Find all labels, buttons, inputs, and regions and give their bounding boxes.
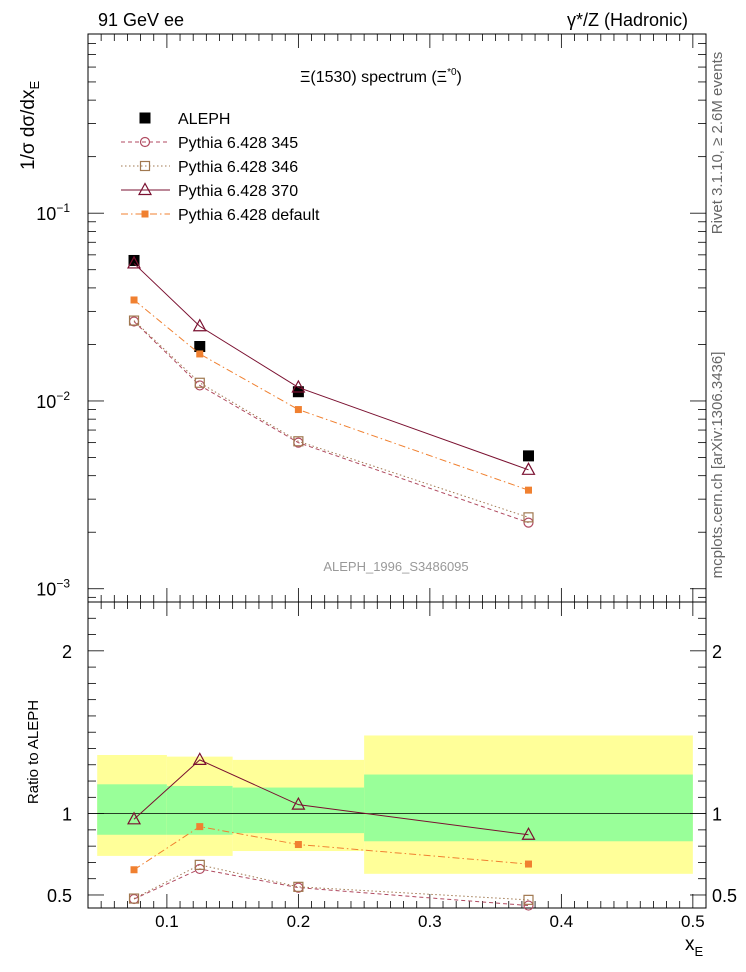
main-series-0 bbox=[128, 254, 534, 462]
ratio-ytick-label-right: 1 bbox=[712, 805, 722, 825]
analysis-watermark: ALEPH_1996_S3486095 bbox=[323, 559, 468, 574]
ratio-band-green bbox=[364, 774, 693, 842]
main-data-point bbox=[192, 318, 207, 332]
legend-marker bbox=[137, 182, 153, 196]
main-data-point bbox=[521, 462, 536, 475]
ratio-series-line bbox=[133, 759, 529, 836]
legend-label: Pythia 6.428 346 bbox=[178, 159, 298, 176]
legend-label: Pythia 6.428 default bbox=[178, 207, 320, 224]
ratio-data-point bbox=[196, 823, 204, 831]
ratio-series-1 bbox=[128, 859, 534, 905]
legend-label: Pythia 6.428 370 bbox=[178, 183, 298, 200]
side-label-upper: Rivet 3.1.10, ≥ 2.6M events bbox=[709, 52, 726, 235]
ratio-series-layer bbox=[127, 752, 536, 911]
ratio-axis-ticks bbox=[87, 602, 707, 908]
ratio-data-point bbox=[523, 894, 534, 905]
main-data-point bbox=[523, 512, 534, 523]
xtick-label: 0.3 bbox=[418, 912, 442, 931]
legend-label: Pythia 6.428 345 bbox=[178, 135, 298, 152]
main-series-line bbox=[133, 320, 529, 518]
legend-entry: Pythia 6.428 346 bbox=[121, 159, 298, 176]
main-plot-title: Ξ(1530) spectrum (Ξ*0) bbox=[300, 67, 462, 86]
ratio-series-line bbox=[133, 864, 529, 901]
main-data-point bbox=[291, 379, 306, 393]
svg-text:10−3: 10−3 bbox=[36, 577, 70, 600]
ratio-data-point bbox=[521, 827, 536, 840]
ratio-data-point bbox=[130, 866, 138, 874]
main-data-point bbox=[128, 254, 140, 266]
ratio-xtick-labels: 0.1 0.2 0.3 0.4 0.5 bbox=[155, 912, 705, 931]
ratio-data-point bbox=[128, 893, 140, 904]
main-data-point bbox=[522, 450, 534, 462]
main-ytick-label: 10−2 bbox=[36, 389, 70, 412]
x-axis-title: xE bbox=[685, 934, 704, 959]
legend-label: ALEPH bbox=[178, 111, 230, 128]
main-data-point bbox=[130, 296, 138, 304]
ratio-data-point bbox=[294, 841, 302, 849]
ratio-data-point bbox=[194, 859, 205, 870]
main-axis-ticks bbox=[87, 33, 707, 602]
legend-marker bbox=[139, 136, 151, 148]
ratio-data-point bbox=[293, 881, 304, 892]
header-left: 91 GeV ee bbox=[98, 10, 184, 30]
ratio-data-point bbox=[523, 900, 534, 911]
main-series-3 bbox=[127, 255, 536, 475]
ratio-data-point bbox=[291, 796, 306, 810]
ratio-ytick-label-left: 1 bbox=[62, 805, 72, 825]
legend-entry: ALEPH bbox=[139, 111, 230, 128]
main-data-point bbox=[196, 350, 204, 358]
ratio-ytick-label-left: 0.5 bbox=[47, 886, 72, 906]
header-right: γ*/Z (Hadronic) bbox=[567, 10, 688, 30]
main-data-point bbox=[127, 255, 142, 269]
legend-entry: Pythia 6.428 370 bbox=[121, 182, 298, 200]
ratio-ytick-labels: 0.5 0.5 1 1 2 2 bbox=[47, 642, 737, 906]
legend-marker bbox=[141, 210, 149, 218]
svg-text:10−1: 10−1 bbox=[36, 201, 70, 224]
main-data-point bbox=[128, 315, 140, 326]
main-data-point bbox=[524, 486, 532, 494]
legend-marker bbox=[139, 112, 151, 124]
main-ytick-label: 10−1 bbox=[36, 201, 70, 224]
ratio-series-line bbox=[133, 826, 529, 871]
main-data-point bbox=[293, 436, 304, 447]
svg-text:10−2: 10−2 bbox=[36, 389, 70, 412]
ratio-uncertainty-bands bbox=[88, 735, 706, 874]
main-series-line bbox=[133, 299, 529, 491]
ratio-series-3 bbox=[130, 823, 532, 874]
ratio-data-point bbox=[524, 860, 532, 868]
ratio-ytick-label-left: 2 bbox=[62, 642, 72, 662]
main-ytick-label: 10−3 bbox=[36, 577, 70, 600]
main-data-point bbox=[294, 406, 302, 414]
ratio-series-2 bbox=[127, 752, 536, 840]
legend-marker bbox=[139, 160, 151, 172]
main-data-point bbox=[194, 341, 206, 353]
main-y-axis-title: 1/σ dσ/dxE bbox=[18, 81, 42, 171]
ratio-series-line bbox=[133, 868, 529, 907]
main-series-line bbox=[133, 321, 529, 524]
main-series-layer bbox=[127, 254, 536, 528]
main-data-point bbox=[194, 377, 205, 388]
xtick-label: 0.4 bbox=[550, 912, 574, 931]
main-series-1 bbox=[128, 316, 534, 528]
legend: ALEPH Pythia 6.428 345 Pythia 6.428 346 Pyt… bbox=[121, 111, 320, 224]
ratio-band-green bbox=[97, 784, 167, 835]
ratio-ytick-label-right: 0.5 bbox=[712, 886, 737, 906]
side-label-lower: mcplots.cern.ch [arXiv:1306.3436] bbox=[709, 352, 726, 579]
main-data-point bbox=[523, 517, 534, 528]
main-series-2 bbox=[128, 315, 534, 523]
main-series-line bbox=[133, 263, 529, 471]
xtick-label: 0.5 bbox=[681, 912, 705, 931]
ratio-y-axis-title: Ratio to ALEPH bbox=[25, 700, 42, 804]
ratio-data-point bbox=[127, 811, 142, 825]
ratio-plot-frame bbox=[87, 601, 707, 909]
xtick-label: 0.2 bbox=[287, 912, 311, 931]
legend-entry: Pythia 6.428 345 bbox=[121, 135, 298, 152]
main-series-4 bbox=[130, 296, 532, 494]
legend-entry: Pythia 6.428 default bbox=[121, 207, 320, 224]
ratio-ytick-label-right: 2 bbox=[712, 642, 722, 662]
xtick-label: 0.1 bbox=[155, 912, 179, 931]
ratio-data-point bbox=[192, 752, 207, 765]
